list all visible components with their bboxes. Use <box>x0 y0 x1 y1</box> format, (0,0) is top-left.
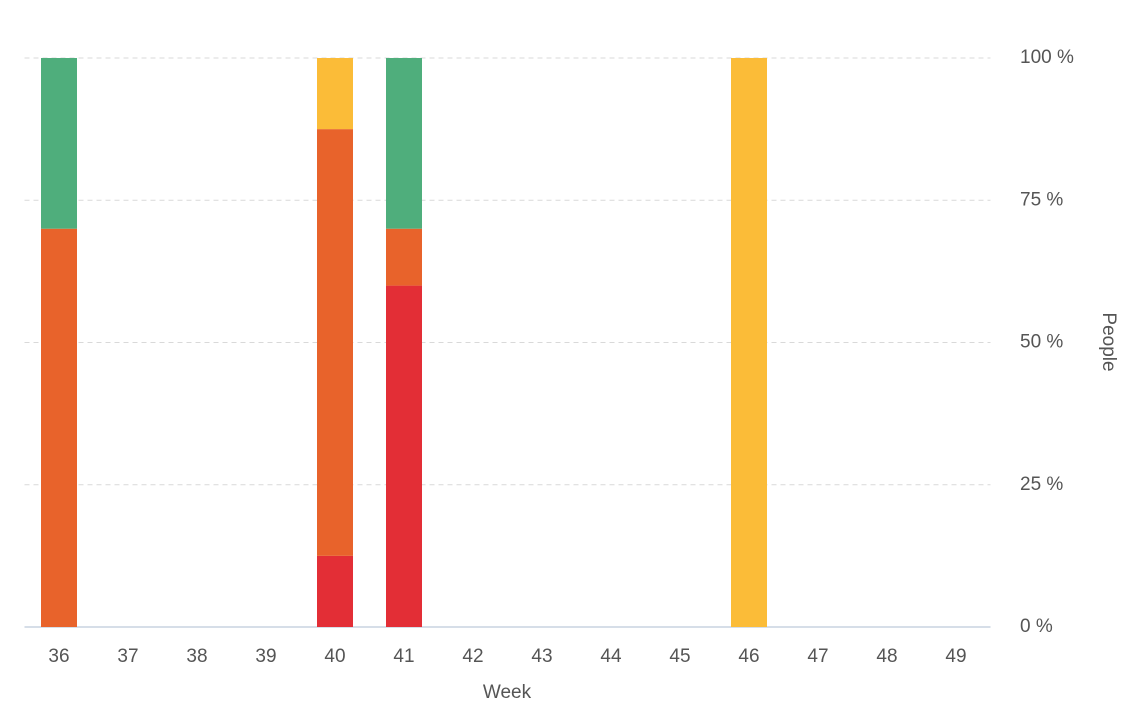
x-tick-label: 49 <box>945 646 966 667</box>
x-tick-label: 46 <box>738 646 759 667</box>
y-tick-label: 100 % <box>1020 47 1074 68</box>
bar-segment <box>731 58 767 627</box>
y-tick-label: 0 % <box>1020 616 1053 637</box>
y-tick-label: 75 % <box>1020 189 1063 210</box>
bar-segment <box>41 58 77 229</box>
bar-segment <box>317 129 353 556</box>
bar-segment <box>317 58 353 130</box>
x-tick-label: 45 <box>669 646 690 667</box>
x-tick-label: 42 <box>462 646 483 667</box>
bar-segment <box>386 58 422 229</box>
bar-segment <box>386 228 422 286</box>
bar-segment <box>41 228 77 627</box>
x-tick-label: 41 <box>393 646 414 667</box>
bar-segment <box>386 285 422 627</box>
x-axis-label: Week <box>483 682 532 703</box>
x-tick-label: 37 <box>117 646 138 667</box>
y-axis-label: People <box>1098 312 1119 371</box>
x-tick-label: 44 <box>600 646 622 667</box>
bar-segment <box>317 555 353 627</box>
x-tick-label: 38 <box>186 646 207 667</box>
x-tick-label: 48 <box>876 646 897 667</box>
x-tick-label: 36 <box>48 646 69 667</box>
x-tick-label: 40 <box>324 646 345 667</box>
y-tick-label: 50 % <box>1020 332 1063 353</box>
x-tick-label: 47 <box>807 646 828 667</box>
x-tick-label: 39 <box>255 646 276 667</box>
y-tick-label: 25 % <box>1020 474 1063 495</box>
x-tick-label: 43 <box>531 646 552 667</box>
